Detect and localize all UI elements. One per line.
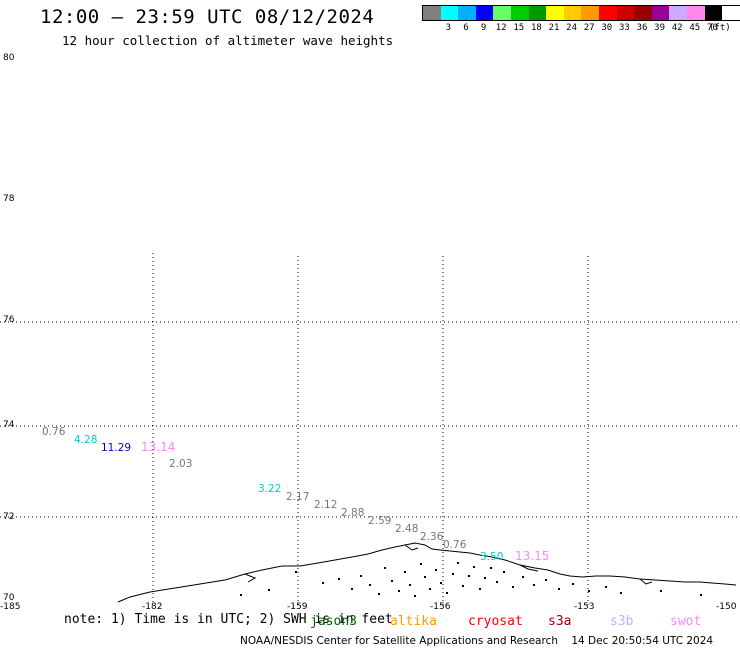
footer-note: note: 1) Time is in UTC; 2) SWH is in fe…	[64, 612, 393, 627]
credit-timestamp: 14 Dec 20:50:54 UTC 2024	[571, 635, 714, 647]
legend-label: 6	[463, 23, 469, 33]
wave-reading: 4.28	[74, 434, 97, 446]
legend-label: 18	[530, 23, 542, 33]
wave-reading: 3.50	[480, 551, 503, 563]
legend-color-bar	[422, 5, 740, 21]
lon-label: -159	[287, 602, 308, 612]
wave-reading: 2.17	[286, 491, 309, 503]
legend-unit: (ft)	[709, 23, 731, 33]
legend-label: 39	[654, 23, 666, 33]
legend-label: 70	[706, 23, 718, 33]
page-subtitle: 12 hour collection of altimeter wave hei…	[62, 33, 394, 48]
wave-reading: 2.36	[420, 531, 444, 543]
legend-labels: (ft) 3 6 9 12 15 18 21 24 27 30 33 36 39 42 45 70	[422, 21, 740, 35]
lon-label: -185	[0, 602, 20, 612]
lon-label: -150	[716, 602, 737, 612]
wave-reading: 13.15	[515, 549, 549, 563]
legend-swatch	[440, 6, 459, 20]
legend-swatch	[546, 6, 564, 20]
legend-swatch	[651, 6, 670, 20]
legend-label: 21	[548, 23, 560, 33]
lat-label: 78	[3, 194, 15, 204]
legend-label: 33	[618, 23, 630, 33]
wave-reading: 0.76	[443, 539, 467, 551]
wave-reading: 13.14	[141, 440, 175, 454]
lat-label: 72	[3, 512, 14, 522]
wave-reading: 2.59	[368, 515, 391, 527]
lon-label: -182	[142, 602, 162, 612]
legend-swatch	[616, 6, 635, 20]
note-text: note: 1) Time is in UTC; 2) SWH is in fe…	[64, 612, 393, 627]
legend-swatch	[475, 6, 494, 20]
credit-line: NOAA/NESDIS Center for Satellite Applica…	[240, 635, 713, 647]
legend-label: 24	[566, 23, 578, 33]
coastline	[117, 542, 737, 603]
wave-reading: 3.22	[258, 483, 281, 495]
legend-swatch	[634, 6, 652, 20]
legend-swatch	[598, 6, 617, 20]
legend-swatch	[704, 6, 723, 20]
wave-reading: 0.76	[42, 426, 66, 438]
legend-label: 12	[495, 23, 507, 33]
legend-label: 15	[513, 23, 525, 33]
legend-swatch	[528, 6, 547, 20]
lon-label: -156	[430, 602, 451, 612]
lat-label: 80	[3, 53, 15, 63]
legend-swatch	[493, 6, 511, 20]
legend-swatch	[581, 6, 599, 20]
legend-label: 42	[671, 23, 683, 33]
lon-label: -153	[574, 602, 594, 612]
wave-reading: 2.48	[395, 523, 418, 535]
lat-label: 70	[3, 593, 15, 603]
lakes	[240, 562, 702, 597]
legend-label: 3	[445, 23, 452, 33]
wave-reading: 2.03	[169, 458, 192, 470]
credit-org: NOAA/NESDIS Center for Satellite Applica…	[240, 635, 558, 647]
color-legend: (ft) 3 6 9 12 15 18 21 24 27 30 33 36 39 42 45 70	[422, 5, 740, 35]
legend-label: 36	[636, 23, 648, 33]
graticule	[0, 253, 740, 605]
legend-label: 9	[480, 23, 487, 33]
legend-swatch	[563, 6, 582, 20]
lat-label: 74	[3, 420, 15, 430]
wave-reading: 2.88	[341, 507, 364, 519]
legend-label: 27	[583, 23, 595, 33]
legend-swatch	[458, 6, 476, 20]
page-title: 12:00 — 23:59 UTC 08/12/2024	[40, 6, 375, 28]
legend-label: 30	[601, 23, 613, 33]
legend-swatch	[686, 6, 705, 20]
wave-reading: 11.29	[101, 442, 131, 454]
wave-reading: 2.12	[314, 499, 337, 511]
legend-swatch	[423, 6, 441, 20]
legend-label: 45	[689, 23, 701, 33]
lat-label: 76	[3, 315, 15, 325]
legend-swatch	[669, 6, 687, 20]
legend-swatch	[510, 6, 529, 20]
